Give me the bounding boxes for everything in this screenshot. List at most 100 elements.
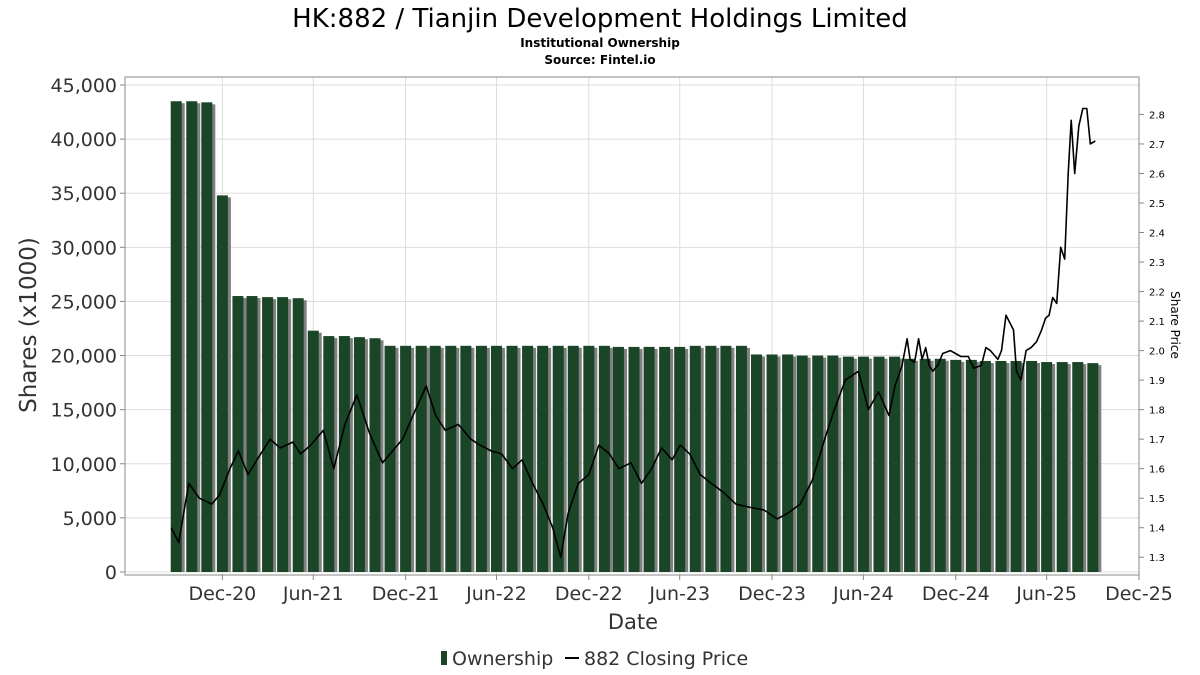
ownership-bar <box>1026 360 1038 572</box>
ownership-bar <box>567 345 579 572</box>
ownership-bar <box>307 330 319 572</box>
ownership-bar <box>735 345 747 572</box>
y-tick-label: 25,000 <box>51 291 117 313</box>
y2-tick-label: 1.8 <box>1149 406 1165 417</box>
x-tick-label: Dec-23 <box>738 583 806 605</box>
ownership-bar <box>950 359 962 572</box>
y2-tick-label: 2.5 <box>1149 199 1165 210</box>
x-tick-label: Jun-25 <box>1015 583 1077 605</box>
ownership-bar <box>323 336 335 572</box>
ownership-bar <box>246 296 258 572</box>
ownership-bar <box>170 101 182 572</box>
ownership-bar <box>552 345 564 572</box>
x-tick-label: Jun-24 <box>832 583 894 605</box>
ownership-bar <box>186 101 198 572</box>
ownership-bar <box>750 354 762 572</box>
x-tick-label: Jun-21 <box>282 583 344 605</box>
y2-tick-label: 1.5 <box>1149 494 1165 505</box>
y2-tick-label: 1.9 <box>1149 376 1165 387</box>
plot-border <box>124 76 1140 576</box>
legend-ownership-swatch <box>441 651 447 665</box>
y-tick-label: 40,000 <box>51 129 117 151</box>
y2-tick-label: 2.8 <box>1149 110 1165 121</box>
ownership-bar <box>705 345 717 572</box>
ownership-bar <box>1056 362 1068 572</box>
legend: Ownership 882 Closing Price <box>441 648 748 670</box>
ownership-bar <box>369 338 381 572</box>
x-tick-label: Dec-24 <box>922 583 990 605</box>
x-tick-label: Dec-20 <box>188 583 256 605</box>
x-axis: Dec-20 Jun-21 Dec-21 Jun-22 Dec-22 Jun-23 Dec-… <box>188 575 1173 605</box>
ownership-bar <box>490 345 502 572</box>
ownership-bar <box>292 298 304 572</box>
ownership-bar <box>628 346 640 572</box>
ownership-bar <box>827 355 839 572</box>
ownership-bar <box>919 358 931 572</box>
ownership-bar <box>979 360 991 572</box>
price-line <box>170 107 1096 559</box>
y-tick-label: 0 <box>105 562 117 584</box>
ownership-bar <box>506 345 518 572</box>
ownership-bar <box>643 346 655 572</box>
x-tick-label: Jun-22 <box>465 583 527 605</box>
y-tick-label: 45,000 <box>51 75 117 97</box>
y-tick-label: 10,000 <box>51 454 117 476</box>
chart-title: HK:882 / Tianjin Development Holdings Li… <box>292 4 908 34</box>
plot-frame <box>124 76 1140 576</box>
y2-tick-label: 2.6 <box>1149 169 1165 180</box>
ownership-bar <box>1041 362 1053 572</box>
y2-tick-label: 2.7 <box>1149 140 1165 151</box>
ownership-bar <box>460 345 472 572</box>
ownership-bar <box>384 345 396 572</box>
y2-tick-label: 2.1 <box>1149 317 1165 328</box>
ownership-bar <box>400 345 412 572</box>
y2-tick-label: 2.3 <box>1149 258 1165 269</box>
ownership-bar <box>689 345 701 572</box>
chart-subtitle: Institutional Ownership <box>520 36 680 50</box>
y-axis-label: Shares (x1000) <box>16 237 42 413</box>
ownership-bar <box>904 358 916 572</box>
ownership-bar <box>674 346 686 572</box>
legend-price-label: 882 Closing Price <box>584 648 748 670</box>
ownership-bar <box>353 337 365 572</box>
ownership-bar <box>612 346 624 572</box>
ownership-bar <box>429 345 441 572</box>
ownership-bar <box>934 358 946 572</box>
ownership-bar <box>659 346 671 572</box>
y2-axis-label: Share Price <box>1168 291 1182 359</box>
ownership-bar <box>1072 362 1084 572</box>
y2-tick-label: 1.4 <box>1149 524 1165 535</box>
ownership-bar <box>338 336 350 572</box>
y-axis: 0 5,000 10,000 15,000 20,000 25,000 30,000 35,0… <box>51 75 125 584</box>
y2-tick-label: 2.0 <box>1149 347 1165 358</box>
x-tick-label: Dec-21 <box>372 583 440 605</box>
ownership-bar <box>995 360 1007 572</box>
ownership-bar <box>415 345 427 572</box>
ownership-bar <box>262 297 274 572</box>
ownership-bar <box>216 195 228 573</box>
y-tick-label: 15,000 <box>51 400 117 422</box>
y2-axis: 1.3 1.4 1.5 1.6 1.7 1.8 1.9 2.0 2.1 2.2 2.3 2.4 2.5 2… <box>1139 110 1165 564</box>
y2-tick-label: 1.3 <box>1149 553 1165 564</box>
x-tick-label: Jun-23 <box>648 583 710 605</box>
ownership-bar <box>1010 360 1022 572</box>
x-axis-label: Date <box>608 610 658 634</box>
ownership-bar <box>522 345 534 572</box>
ownership-bar <box>445 345 457 572</box>
y-tick-label: 5,000 <box>63 508 117 530</box>
ownership-bar <box>583 345 595 572</box>
price-line-group <box>170 107 1096 559</box>
ownership-bar <box>782 354 794 572</box>
ownership-bar <box>277 297 289 572</box>
x-tick-label: Dec-22 <box>555 583 623 605</box>
y2-tick-label: 1.7 <box>1149 435 1165 446</box>
ownership-bar <box>766 354 778 572</box>
ownership-bar <box>796 355 808 572</box>
y-tick-label: 35,000 <box>51 183 117 205</box>
ownership-bar <box>232 296 244 572</box>
ownership-bar <box>889 356 901 572</box>
ownership-bar <box>475 345 487 572</box>
y2-tick-label: 2.4 <box>1149 229 1165 240</box>
ownership-bar <box>873 356 885 572</box>
